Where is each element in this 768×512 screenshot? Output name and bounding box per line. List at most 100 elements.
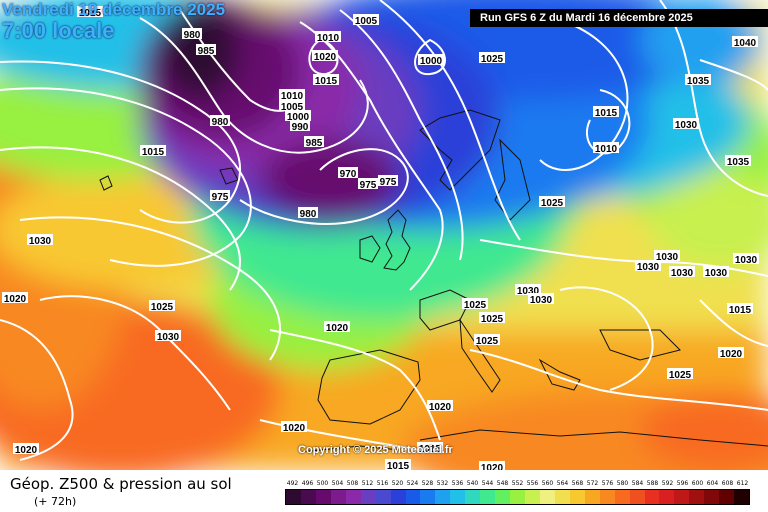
legend-swatch [539, 490, 555, 504]
pressure-label: 1025 [476, 336, 499, 347]
pressure-label-bg [725, 155, 751, 166]
pressure-label-bg [474, 334, 500, 345]
pressure-label: 1020 [720, 349, 743, 360]
pressure-label-bg [732, 36, 758, 47]
copyright-notice: Copyright © 2025 Meteociel.fr [298, 444, 453, 456]
pressure-label-bg [279, 100, 305, 111]
legend-tick: 604 [706, 480, 719, 487]
pressure-label-bg [13, 443, 39, 454]
legend-swatch [435, 490, 451, 504]
legend-swatch [614, 490, 630, 504]
legend-tick: 572 [586, 480, 599, 487]
legend-swatch [286, 490, 301, 504]
legend-swatch [495, 490, 511, 504]
legend-tick: 552 [511, 480, 524, 487]
legend-tick: 612 [736, 480, 749, 487]
pressure-label: 1015 [315, 76, 338, 87]
legend-swatch [345, 490, 361, 504]
pressure-label: 985 [306, 138, 323, 149]
pressure-label: 1000 [420, 56, 443, 67]
pressure-label-bg [667, 368, 693, 379]
legend-swatch [599, 490, 615, 504]
pressure-label-bg [479, 461, 505, 470]
pressure-label-bg [703, 266, 729, 277]
pressure-label-bg [140, 145, 166, 156]
legend-tick: 492 [286, 480, 299, 487]
legend-swatch [360, 490, 376, 504]
pressure-label-bg [290, 120, 310, 131]
valid-date: Vendredi 19 décembre 2025 [2, 0, 226, 19]
legend-tick: 592 [661, 480, 674, 487]
pressure-label-bg [479, 312, 505, 323]
pressure-label: 1020 [15, 445, 38, 456]
pressure-label: 975 [360, 180, 377, 191]
legend-tick: 512 [361, 480, 374, 487]
legend-tick: 528 [421, 480, 434, 487]
legend-swatch [734, 490, 750, 504]
legend-tick: 496 [301, 480, 314, 487]
legend-ticks: 492 496 500 504 508 512 516 520 524 528 532 536 540 5… [285, 479, 750, 489]
pressure-label-bg [654, 250, 680, 261]
pressure-label: 980 [212, 117, 229, 128]
legend-tick: 568 [571, 480, 584, 487]
pressure-label-bg [324, 321, 350, 332]
pressure-label-bg [479, 52, 505, 63]
legend-swatch [674, 490, 690, 504]
pressure-label-bg [515, 284, 541, 295]
legend-tick: 564 [556, 480, 569, 487]
pressure-label-bg [593, 106, 619, 117]
legend-swatch [659, 490, 675, 504]
pressure-label: 1030 [705, 268, 728, 279]
pressure-label-bg [149, 300, 175, 311]
pressure-label: 1025 [464, 300, 487, 311]
pressure-label: 1015 [729, 305, 752, 316]
pressure-label: 1015 [419, 444, 442, 455]
pressure-label: 1030 [637, 262, 660, 273]
legend-swatches [285, 489, 750, 505]
forecast-offset: (+ 72h) [34, 495, 77, 508]
pressure-label: 1030 [675, 120, 698, 131]
valid-time: Vendredi 19 décembre 2025 7:00 locale [2, 0, 225, 43]
pressure-label-bg [358, 178, 378, 189]
pressure-label: 1020 [314, 52, 337, 63]
coastlines [99, 109, 768, 453]
pressure-label: 975 [212, 192, 229, 203]
pressure-label: 1035 [727, 157, 750, 168]
legend-tick: 520 [391, 480, 404, 487]
pressure-label: 1025 [541, 198, 564, 209]
pressure-label-bg [378, 175, 398, 186]
pressure-label-bg [304, 136, 324, 147]
pressure-label: 1030 [29, 236, 52, 247]
legend-swatch [629, 490, 645, 504]
pressure-label-bg [528, 293, 554, 304]
legend-swatch [554, 490, 570, 504]
pressure-label-bg [727, 303, 753, 314]
color-legend: 492 496 500 504 508 512 516 520 524 528 532 536 540 5… [285, 479, 750, 505]
pressure-label-bg [27, 234, 53, 245]
pressure-label: 1015 [142, 147, 165, 158]
legend-tick: 504 [331, 480, 344, 487]
pressure-label: 1020 [326, 323, 349, 334]
pressure-label-bg [298, 207, 318, 218]
pressure-label: 1030 [157, 332, 180, 343]
legend-swatch [525, 490, 540, 504]
pressure-label-bg [669, 266, 695, 277]
legend-swatch [704, 490, 720, 504]
pressure-label: 1020 [283, 423, 306, 434]
legend-swatch [315, 490, 331, 504]
pressure-label-bg [210, 190, 230, 201]
legend-tick: 596 [676, 480, 689, 487]
pressure-label: 1020 [481, 463, 504, 470]
legend-tick: 532 [436, 480, 449, 487]
legend-swatch [300, 490, 316, 504]
run-info-banner: Run GFS 6 Z du Mardi 16 décembre 2025 [470, 9, 768, 27]
legend-swatch [330, 490, 346, 504]
legend-tick: 588 [646, 480, 659, 487]
legend-swatch [719, 490, 735, 504]
map-title: Géop. Z500 & pression au sol [10, 475, 232, 493]
pressure-label-bg [182, 28, 202, 39]
legend-swatch [644, 490, 660, 504]
pressure-label: 1030 [671, 268, 694, 279]
pressure-label-bg [279, 89, 305, 100]
legend-tick: 540 [466, 480, 479, 487]
